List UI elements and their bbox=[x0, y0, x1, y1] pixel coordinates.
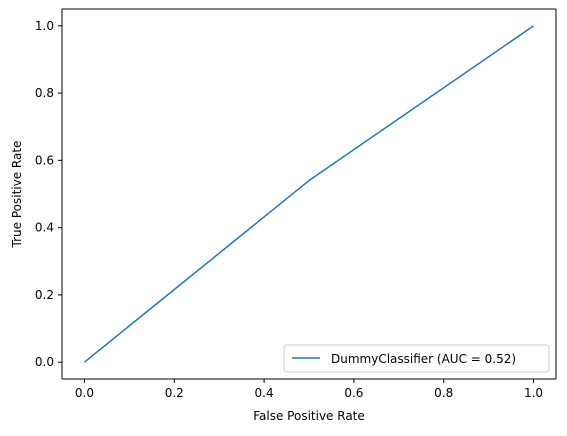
legend: DummyClassifier (AUC = 0.52) bbox=[283, 344, 550, 373]
x-tick-label: 0.6 bbox=[344, 386, 363, 400]
x-axis-label: False Positive Rate bbox=[253, 409, 365, 423]
y-axis-label: True Positive Rate bbox=[10, 141, 24, 249]
x-tick-label: 0.2 bbox=[165, 386, 184, 400]
roc-curve-line bbox=[83, 25, 534, 363]
legend-box bbox=[283, 344, 550, 373]
legend-label: DummyClassifier (AUC = 0.52) bbox=[331, 352, 516, 366]
plot-area bbox=[62, 9, 556, 379]
x-tick-label: 0.4 bbox=[255, 386, 274, 400]
y-tick-label: 0.6 bbox=[35, 153, 54, 167]
series-layer bbox=[83, 25, 534, 363]
x-tick-label: 1.0 bbox=[524, 386, 543, 400]
x-tick-label: 0.8 bbox=[434, 386, 453, 400]
y-tick-label: 0.0 bbox=[35, 355, 54, 369]
y-tick-label: 1.0 bbox=[35, 19, 54, 33]
y-ticks: 0.0 0.2 0.4 0.6 0.8 1.0 bbox=[35, 19, 62, 369]
x-ticks: 0.0 0.2 0.4 0.6 0.8 1.0 bbox=[75, 379, 543, 400]
x-tick-label: 0.0 bbox=[75, 386, 94, 400]
axes-frame bbox=[61, 8, 557, 380]
y-tick-label: 0.4 bbox=[35, 221, 54, 235]
y-tick-label: 0.2 bbox=[35, 288, 54, 302]
y-tick-label: 0.8 bbox=[35, 86, 54, 100]
